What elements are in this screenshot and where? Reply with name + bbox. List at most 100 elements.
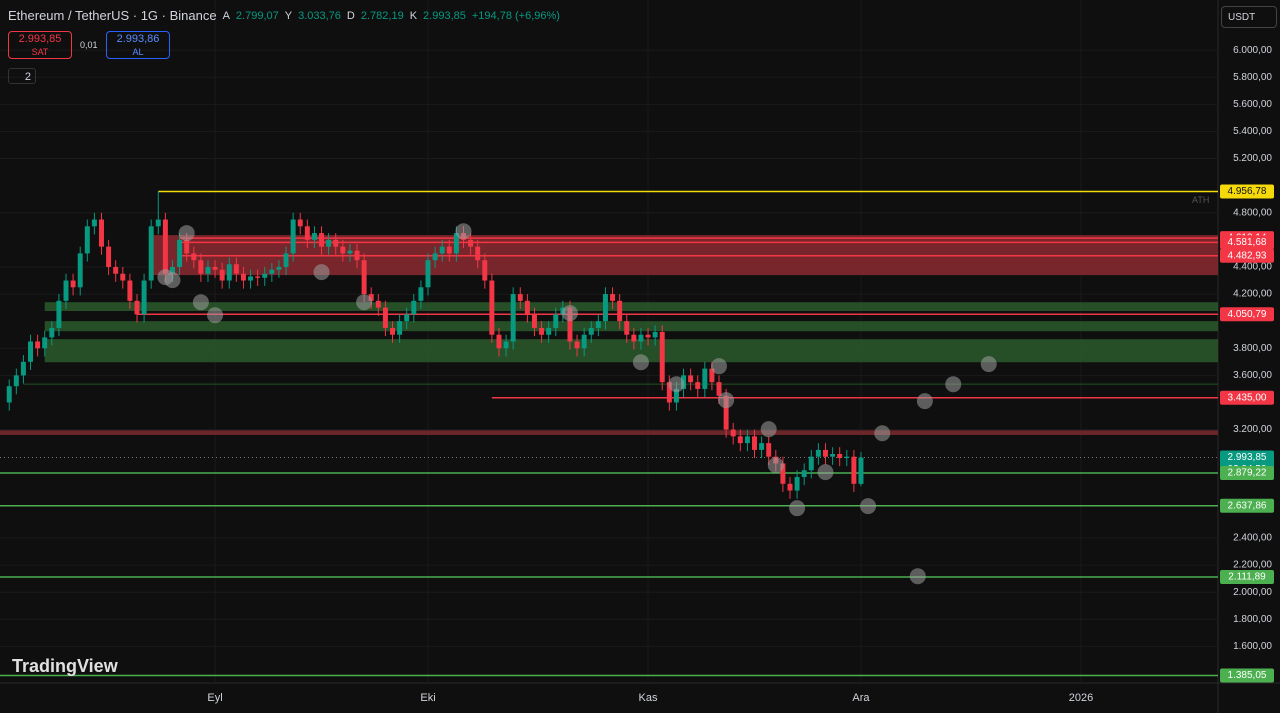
candle-body: [695, 382, 701, 389]
level-label: 2.637,86: [1228, 500, 1267, 511]
change: +194,78 (+6,96%): [471, 9, 560, 22]
candle-body: [553, 314, 559, 328]
sell-button[interactable]: 2.993,85 SAT: [8, 31, 72, 59]
spread: 0,01: [80, 40, 98, 50]
candle-body: [63, 280, 69, 301]
candle-body: [13, 375, 19, 387]
candle-body: [233, 264, 239, 274]
candle-body: [290, 219, 296, 254]
zone: [44, 321, 1218, 332]
x-tick-label: Kas: [639, 692, 658, 704]
candle-body: [99, 219, 104, 247]
candle-body: [177, 239, 183, 267]
candle-body: [638, 334, 644, 342]
level-label: 4.482,93: [1228, 250, 1267, 261]
candle-body: [794, 477, 800, 491]
candle-body: [84, 226, 90, 254]
indicator-dot: [760, 421, 777, 438]
candle-body: [432, 253, 438, 261]
candle-body: [496, 334, 502, 349]
candle-body: [546, 327, 552, 335]
header: Ethereum / TetherUS · 1G · Binance A 2.79…: [8, 8, 560, 23]
indicator-toggle[interactable]: 2: [8, 68, 36, 84]
candle-body: [744, 436, 750, 444]
x-tick-label: Eyl: [207, 692, 222, 704]
indicator-dot: [980, 356, 997, 373]
ohlc-value: 2.799,07: [235, 9, 279, 22]
level-label-bg: [1220, 248, 1274, 263]
candle-body: [617, 300, 623, 322]
y-tick-label: 3.600,00: [1233, 370, 1272, 381]
candle-body: [269, 269, 275, 274]
y-tick-label: 2.000,00: [1233, 587, 1272, 598]
x-tick-label: 2026: [1069, 692, 1093, 704]
indicator-dot: [356, 294, 373, 311]
candle-body: [780, 463, 786, 484]
candle-body: [652, 332, 658, 338]
candle-body: [666, 382, 672, 403]
candle-body: [283, 253, 289, 267]
candle-body: [148, 226, 154, 281]
indicator-dot: [718, 392, 735, 409]
candle-body: [766, 443, 772, 457]
candle-body: [248, 276, 254, 281]
candle-body: [815, 449, 821, 457]
y-tick-label: 2.400,00: [1233, 533, 1272, 544]
candle-body: [375, 300, 381, 308]
ohlc-key: K: [409, 9, 418, 22]
candle-body: [28, 341, 34, 362]
candle-body: [624, 321, 630, 335]
x-tick-label: Ara: [852, 692, 870, 704]
x-tick-label: Eki: [420, 692, 435, 704]
candle-body: [255, 276, 261, 278]
candle-body: [155, 219, 161, 227]
candle-body: [361, 260, 367, 295]
candle-body: [524, 300, 530, 315]
candle-body: [539, 327, 545, 335]
ath-label: ATH: [1192, 195, 1210, 205]
zone: [0, 430, 1218, 436]
candle-body: [588, 327, 594, 335]
ohlc-key: Y: [284, 9, 293, 22]
candle-body: [311, 233, 317, 240]
candle-body: [716, 382, 722, 396]
candle-body: [141, 280, 147, 315]
y-tick-label: 3.800,00: [1233, 343, 1272, 354]
candle-body: [120, 273, 126, 281]
candle-body: [581, 334, 587, 349]
candle-body: [91, 219, 97, 227]
buy-label: AL: [132, 47, 144, 57]
candle-body: [645, 334, 651, 338]
symbol[interactable]: Ethereum / TetherUS · 1G · Binance: [8, 8, 217, 23]
ohlc-value: 2.782,19: [360, 9, 404, 22]
y-tick-label: 6.000,00: [1233, 45, 1272, 56]
brand: TradingView: [12, 656, 118, 676]
level-label: 2.993,85: [1228, 452, 1267, 463]
level-label-bg: [1220, 668, 1274, 683]
indicator-dot: [207, 307, 224, 324]
candle-body: [134, 300, 140, 315]
indicator-dot: [817, 464, 834, 481]
currency-select[interactable]: USDT: [1221, 6, 1277, 28]
candle-body: [113, 266, 119, 274]
y-tick-label: 4.400,00: [1233, 262, 1272, 273]
buy-button[interactable]: 2.993,86 AL: [106, 31, 170, 59]
level-label: 1.385,05: [1228, 670, 1267, 681]
candle-body: [801, 470, 807, 478]
candle-body: [439, 246, 445, 254]
candle-body: [730, 429, 736, 437]
level-label: 4.956,78: [1228, 186, 1267, 197]
candle-body: [35, 341, 41, 349]
level-label-bg: [1220, 390, 1274, 405]
candle-body: [297, 219, 303, 227]
buy-price: 2.993,86: [116, 33, 160, 45]
candle-body: [808, 456, 814, 471]
candle-body: [162, 219, 168, 274]
indicator-dot: [767, 457, 784, 474]
candle-body: [368, 294, 374, 301]
candle-body: [319, 233, 325, 247]
candle-body: [205, 266, 211, 274]
candle-body: [106, 246, 112, 267]
candle-body: [184, 239, 190, 254]
candle-body: [191, 253, 197, 261]
